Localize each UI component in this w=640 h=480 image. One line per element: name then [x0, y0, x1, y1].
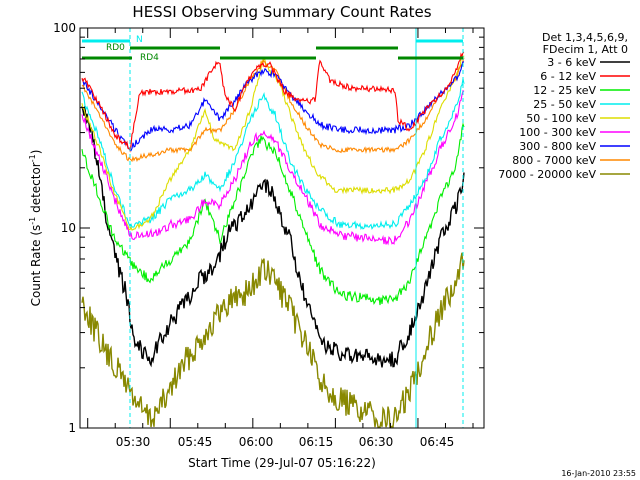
series-line-magenta: [81, 89, 465, 246]
x-tick-label: 06:30: [359, 435, 394, 449]
y-axis-label-end: ): [29, 150, 43, 155]
y-axis-label: Count Rate (s-1 detector-1): [28, 150, 43, 307]
y-axis-ticks: 1 10 100: [53, 21, 484, 435]
legend-label: 50 - 100 keV: [526, 112, 596, 125]
x-axis-label: Start Time (29-Jul-07 05:16:22): [188, 456, 376, 470]
y-tick-label: 100: [53, 21, 76, 35]
flag-label-rd4: RD4: [140, 53, 159, 63]
flag-label-rd0: RD0: [106, 43, 125, 53]
legend-label: 7000 - 20000 keV: [498, 168, 596, 181]
legend-label: 3 - 6 keV: [547, 56, 596, 69]
legend-header-line1: Det 1,3,4,5,6,9,: [542, 31, 628, 44]
chart-title: HESSI Observing Summary Count Rates: [132, 3, 431, 21]
legend-header-line2: FDecim 1, Att 0: [543, 43, 628, 56]
series-line-red: [81, 51, 465, 153]
x-tick-label: 06:00: [239, 435, 274, 449]
legend-label: 800 - 7000 keV: [512, 154, 596, 167]
y-axis-label-sup2: -1: [28, 154, 37, 162]
flag-bars: N RD0 RD4: [82, 28, 464, 428]
flag-label-n: N: [136, 35, 143, 45]
series-line-green: [81, 122, 465, 306]
x-tick-label: 06:15: [299, 435, 334, 449]
y-axis-label-sup1: -1: [28, 217, 37, 225]
plot-area: [81, 51, 465, 429]
series-line-orange: [81, 57, 465, 163]
x-tick-label: 05:30: [116, 435, 151, 449]
legend-label: 300 - 800 keV: [519, 140, 596, 153]
y-tick-label: 1: [68, 421, 76, 435]
y-axis-label-main: Count Rate (s: [29, 225, 43, 307]
legend-label: 100 - 300 keV: [519, 126, 596, 139]
series-line-black: [81, 105, 465, 368]
x-tick-label: 06:45: [420, 435, 455, 449]
footer-date: 16-Jan-2010 23:55: [561, 469, 636, 478]
x-axis-ticks: 05:30 05:45 06:00 06:15 06:30 06:45: [87, 28, 474, 449]
series-line-olive: [81, 252, 465, 429]
legend-label: 12 - 25 keV: [533, 84, 596, 97]
legend-label: 6 - 12 keV: [540, 70, 596, 83]
series-line-cyan: [81, 78, 465, 230]
y-axis-label-mid: detector: [29, 162, 43, 217]
legend-label: 25 - 50 keV: [533, 98, 596, 111]
y-tick-label: 10: [61, 221, 76, 235]
x-tick-label: 05:45: [178, 435, 213, 449]
